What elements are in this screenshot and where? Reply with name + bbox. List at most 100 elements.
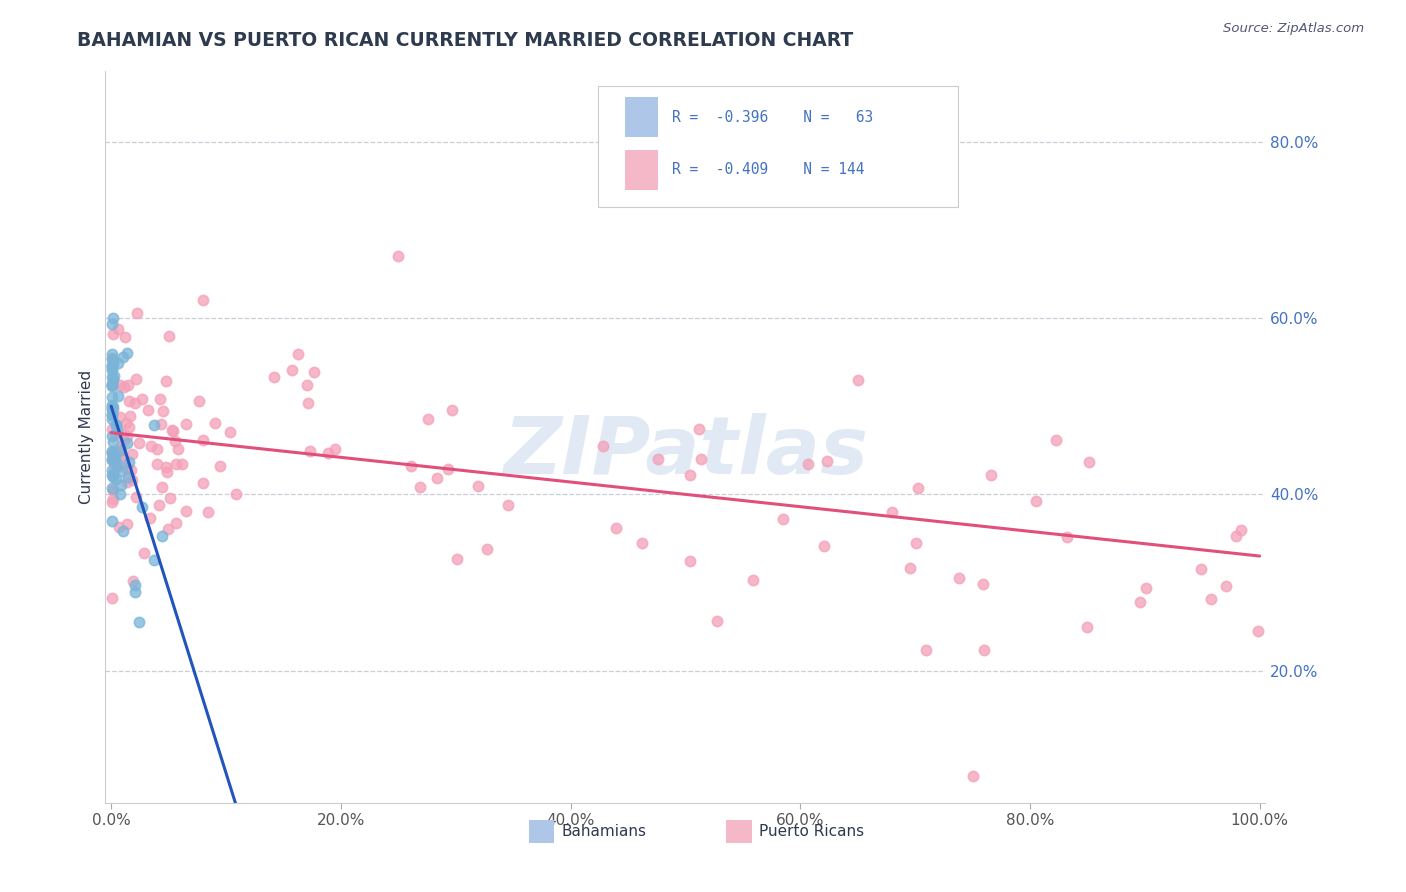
Point bbox=[103, 456, 125, 470]
Point bbox=[101, 378, 124, 392]
Point bbox=[101, 514, 124, 528]
Point bbox=[148, 498, 170, 512]
Point bbox=[142, 418, 165, 433]
Point bbox=[170, 457, 193, 471]
Point bbox=[197, 505, 219, 519]
Bar bbox=[725, 820, 752, 843]
Point bbox=[103, 483, 125, 498]
Point bbox=[111, 350, 134, 364]
Point bbox=[112, 433, 135, 447]
Point bbox=[128, 615, 150, 629]
Point bbox=[101, 317, 124, 331]
Point bbox=[436, 462, 458, 476]
Point bbox=[101, 448, 124, 462]
Point bbox=[907, 481, 929, 495]
Point bbox=[155, 460, 177, 475]
Point bbox=[101, 467, 124, 482]
Point bbox=[387, 249, 409, 263]
Point bbox=[204, 417, 226, 431]
Point bbox=[101, 445, 124, 459]
Point bbox=[101, 346, 124, 360]
Point bbox=[104, 472, 127, 486]
Point bbox=[121, 473, 143, 487]
Point bbox=[115, 416, 138, 430]
Point bbox=[280, 363, 302, 377]
Point bbox=[101, 370, 124, 384]
Point bbox=[647, 452, 669, 467]
Point bbox=[467, 479, 489, 493]
Point bbox=[416, 412, 439, 426]
Point bbox=[191, 293, 214, 308]
Point bbox=[104, 452, 127, 467]
Point bbox=[104, 417, 127, 432]
Point bbox=[146, 457, 169, 471]
Point bbox=[101, 412, 124, 426]
Point bbox=[101, 376, 124, 391]
Point bbox=[101, 467, 124, 482]
Point bbox=[115, 429, 138, 443]
Point bbox=[162, 424, 184, 438]
FancyBboxPatch shape bbox=[599, 86, 957, 207]
Point bbox=[101, 481, 124, 495]
Text: ZIPatlas: ZIPatlas bbox=[503, 413, 868, 491]
Point bbox=[115, 346, 138, 360]
Point bbox=[815, 454, 838, 468]
Point bbox=[1199, 592, 1222, 607]
Point bbox=[678, 554, 700, 568]
Point bbox=[155, 374, 177, 388]
Point bbox=[108, 520, 131, 534]
Point bbox=[108, 446, 131, 460]
Point bbox=[446, 552, 468, 566]
Point bbox=[124, 396, 146, 410]
Point bbox=[131, 392, 153, 406]
Point bbox=[156, 522, 179, 536]
Point bbox=[1247, 624, 1270, 639]
Bar bbox=[626, 150, 658, 190]
Point bbox=[796, 457, 818, 471]
Point bbox=[1025, 494, 1047, 508]
Point bbox=[107, 458, 129, 472]
Point bbox=[496, 499, 519, 513]
Point bbox=[101, 402, 124, 417]
Point bbox=[103, 368, 125, 383]
Point bbox=[706, 614, 728, 628]
Text: Source: ZipAtlas.com: Source: ZipAtlas.com bbox=[1223, 22, 1364, 36]
Point bbox=[1215, 579, 1237, 593]
Point bbox=[904, 536, 927, 550]
Point bbox=[101, 491, 124, 506]
Point bbox=[980, 467, 1002, 482]
Point bbox=[167, 442, 190, 456]
Point bbox=[101, 435, 124, 450]
Point bbox=[108, 378, 131, 392]
Point bbox=[191, 433, 214, 447]
Point bbox=[107, 389, 129, 403]
Point bbox=[101, 363, 124, 377]
Point bbox=[114, 459, 136, 474]
Point bbox=[297, 396, 319, 410]
Point bbox=[287, 347, 309, 361]
Point bbox=[399, 459, 422, 474]
Point bbox=[165, 434, 187, 449]
Point bbox=[605, 521, 627, 535]
Point bbox=[299, 444, 322, 458]
Point bbox=[297, 378, 319, 392]
Point bbox=[103, 400, 125, 414]
Point bbox=[104, 447, 127, 461]
Point bbox=[118, 420, 141, 434]
Point bbox=[157, 329, 180, 343]
Point bbox=[101, 452, 124, 467]
Point bbox=[101, 310, 124, 325]
Point bbox=[101, 408, 124, 422]
Point bbox=[110, 442, 132, 457]
Point bbox=[149, 392, 172, 406]
Point bbox=[111, 464, 134, 478]
Point bbox=[101, 463, 124, 477]
Point bbox=[1045, 433, 1067, 447]
Point bbox=[118, 455, 141, 469]
Point bbox=[131, 500, 153, 514]
Point bbox=[101, 390, 124, 404]
Point bbox=[101, 444, 124, 458]
Point bbox=[813, 539, 835, 553]
Point bbox=[110, 477, 132, 491]
Point bbox=[898, 561, 921, 575]
